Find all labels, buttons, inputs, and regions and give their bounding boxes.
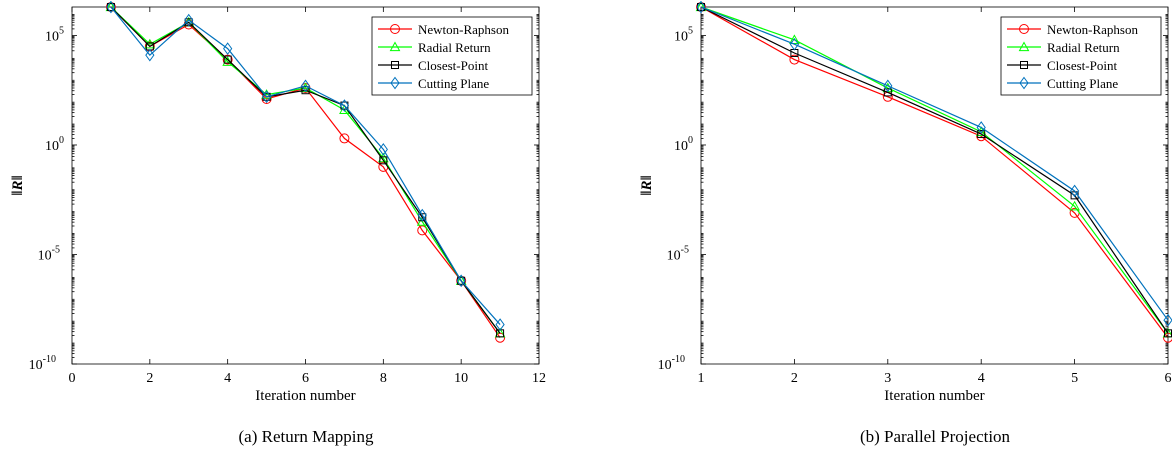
legend-marker-radial — [389, 41, 401, 52]
legend-label-radial: Radial Return — [418, 40, 491, 55]
legend-marker-closest — [391, 61, 399, 69]
data-point-cutting — [696, 1, 706, 14]
data-point-cutting — [976, 121, 986, 134]
series-closest — [106, 3, 505, 338]
x-tick-label: 2 — [146, 371, 153, 386]
legend-label-radial: Radial Return — [1047, 40, 1120, 55]
data-point-cutting — [106, 1, 116, 14]
x-tick-label: 4 — [224, 371, 231, 386]
data-point-closest — [883, 88, 892, 97]
legend-marker-newton — [390, 24, 400, 34]
x-tick-label: 8 — [380, 371, 387, 386]
data-point-closest — [301, 86, 310, 95]
x-tick-label: 10 — [454, 371, 468, 386]
data-point-radial — [975, 126, 987, 136]
panel-caption: (a) Return Mapping — [238, 427, 374, 446]
x-tick-label: 0 — [69, 371, 76, 386]
data-point-newton — [222, 54, 233, 65]
data-point-closest — [223, 55, 232, 64]
x-tick-label: 5 — [1071, 371, 1078, 386]
legend-label-cutting: Cutting Plane — [418, 76, 489, 91]
plot-frame — [700, 6, 1169, 365]
x-tick-label: 6 — [302, 371, 309, 386]
x-tick-label: 12 — [532, 371, 546, 386]
legend-marker-cutting — [1019, 76, 1029, 90]
x-tick-label: 6 — [1165, 371, 1172, 386]
data-point-cutting — [145, 48, 155, 62]
x-tick-label: 2 — [791, 371, 798, 386]
series-newton — [696, 2, 1172, 343]
y-tick-label: 100 — [45, 135, 64, 154]
legend-marker-newton — [1019, 24, 1029, 34]
data-point-cutting — [456, 274, 466, 288]
data-point-closest — [379, 156, 388, 165]
series-line-radial — [110, 6, 501, 334]
y-tick-label: 10-5 — [38, 244, 60, 263]
y-tick-label: 105 — [45, 25, 64, 44]
data-point-cutting — [300, 79, 311, 93]
data-point-cutting — [417, 208, 427, 222]
data-point-cutting — [883, 79, 893, 93]
series-cutting — [106, 1, 505, 331]
y-tick-label: 10-5 — [667, 244, 689, 263]
y-tick-label: 10-10 — [29, 354, 56, 373]
legend-label-closest: Closest-Point — [1047, 58, 1117, 73]
data-point-closest — [977, 130, 986, 139]
data-point-cutting — [789, 37, 800, 51]
legend-label-newton: Newton-Raphson — [1047, 22, 1138, 37]
data-point-cutting — [495, 318, 505, 331]
x-tick-label: 4 — [978, 371, 985, 386]
data-point-radial — [789, 34, 800, 44]
x-tick-label: 3 — [884, 371, 891, 386]
y-axis-label: ‖R‖ — [639, 175, 655, 195]
series-line-radial — [700, 6, 1169, 334]
data-point-newton — [339, 133, 350, 144]
data-point-cutting — [184, 13, 194, 27]
legend-label-newton: Newton-Raphson — [418, 22, 509, 37]
y-tick-label: 100 — [674, 135, 693, 154]
x-axis-label: Iteration number — [255, 388, 355, 404]
data-point-cutting — [339, 99, 350, 112]
series-line-closest — [700, 6, 1169, 334]
series-line-newton — [700, 6, 1169, 339]
panel-caption: (b) Parallel Projection — [860, 427, 1011, 446]
y-axis-label: ‖R‖ — [10, 175, 26, 195]
y-tick-label: 105 — [674, 25, 693, 44]
data-point-cutting — [261, 90, 272, 104]
series-line-cutting — [110, 6, 501, 325]
legend-marker-radial — [1018, 41, 1030, 52]
data-point-cutting — [1069, 184, 1080, 198]
series-cutting — [696, 1, 1172, 327]
series-line-closest — [110, 6, 501, 334]
data-point-cutting — [223, 42, 233, 55]
data-point-newton — [417, 225, 428, 236]
x-axis-label: Iteration number — [884, 388, 984, 404]
data-point-newton — [789, 54, 800, 65]
legend-label-cutting: Cutting Plane — [1047, 76, 1118, 91]
data-point-newton — [144, 41, 155, 52]
data-point-cutting — [378, 143, 388, 156]
legend-label-closest: Closest-Point — [418, 58, 488, 73]
data-point-radial — [1069, 200, 1080, 211]
legend-marker-cutting — [390, 76, 400, 90]
data-point-cutting — [1163, 313, 1172, 327]
legend-marker-closest — [1020, 61, 1028, 69]
series-line-cutting — [700, 6, 1169, 321]
x-tick-label: 1 — [698, 371, 705, 386]
y-tick-label: 10-10 — [658, 354, 685, 373]
